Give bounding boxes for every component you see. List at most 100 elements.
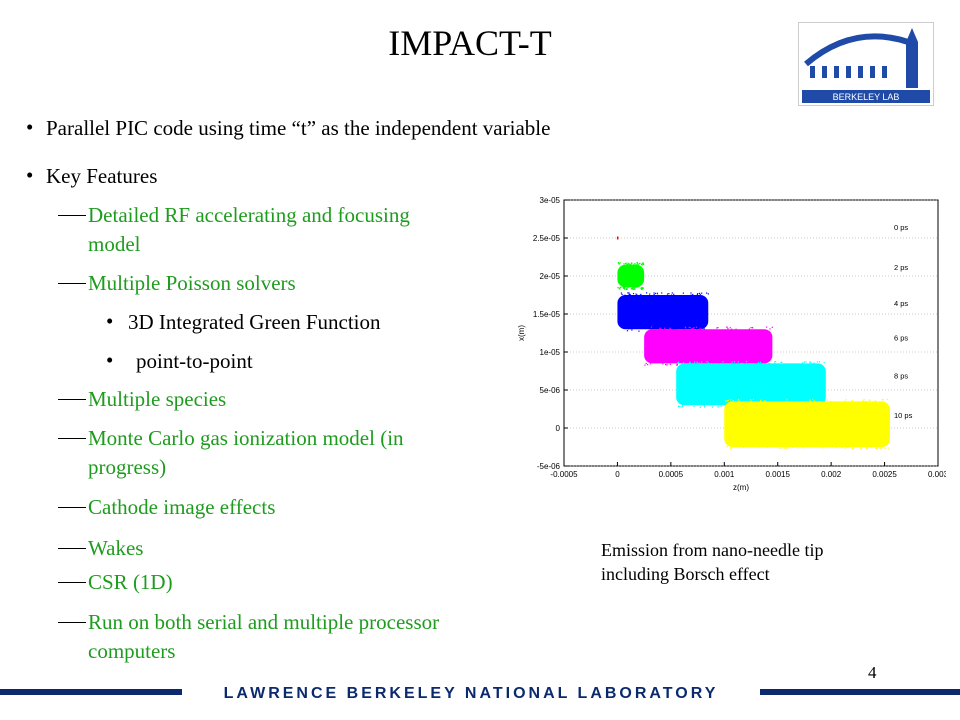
particle-dot: [696, 361, 698, 363]
particle-dot: [618, 263, 620, 265]
particle-dot: [641, 288, 644, 290]
particle-dot: [631, 287, 633, 289]
particle-dot: [669, 327, 671, 329]
series-label: 2 ps: [894, 263, 908, 272]
particle-dot: [693, 327, 695, 329]
particle-dot: [623, 287, 625, 289]
particle-dot: [635, 286, 638, 288]
feature-item: CSR (1D): [88, 570, 173, 594]
particle-dot: [627, 286, 629, 288]
particle-dot: [766, 446, 768, 449]
particle-dot: [803, 361, 805, 363]
particle-dot: [817, 446, 819, 448]
particle-dot: [720, 405, 722, 407]
particle-dot: [844, 447, 846, 449]
particle-dot: [681, 405, 684, 407]
particle-dot: [727, 328, 729, 330]
particle-dot: [731, 447, 733, 449]
particle-dot: [630, 288, 632, 290]
particle-dot: [738, 399, 740, 401]
particle-dot: [775, 361, 777, 363]
particle-bunch: [724, 401, 890, 447]
particle-dot: [860, 448, 862, 450]
x-tick-label: 0.001: [714, 470, 735, 479]
particle-dot: [666, 293, 669, 295]
particle-dot: [809, 401, 812, 403]
particle-dot: [755, 362, 757, 364]
particle-dot: [690, 292, 692, 294]
particle-dot: [632, 288, 634, 290]
y-tick-label: 5e-06: [540, 386, 561, 395]
dash-icon: [58, 215, 86, 217]
particle-dot: [635, 264, 637, 266]
feature-item: Monte Carlo gas ionization model (in: [88, 426, 404, 450]
particle-dot: [748, 328, 750, 330]
particle-dot: [703, 328, 705, 330]
dash-icon: [58, 507, 86, 509]
bullet-dot-icon: •: [106, 348, 114, 372]
particle-dot: [692, 293, 694, 296]
particle-dot: [642, 262, 644, 264]
particle-dot: [650, 326, 653, 328]
particle-dot: [751, 327, 754, 329]
particle-dot: [670, 294, 673, 296]
x-tick-label: 0.0015: [765, 470, 790, 479]
particle-dot: [835, 445, 837, 448]
particle-dot: [711, 406, 714, 408]
particle-dot: [879, 448, 881, 450]
particle-dot: [802, 362, 804, 364]
particle-dot: [649, 293, 651, 295]
particle-dot: [813, 362, 815, 364]
particle-dot: [881, 398, 884, 401]
particle-dot: [636, 262, 639, 264]
particle-dot: [844, 400, 846, 402]
particle-dot: [682, 292, 684, 294]
particle-dot: [875, 447, 877, 449]
particle-dot: [764, 400, 766, 402]
particle-dot: [688, 326, 690, 328]
particle-dot: [818, 361, 821, 363]
particle-dot: [700, 361, 703, 363]
particle-dot: [629, 294, 631, 296]
particle-dot: [785, 447, 788, 449]
bullet-dot-icon: •: [26, 115, 34, 139]
feature-item: Wakes: [88, 536, 144, 560]
particle-dot: [695, 326, 698, 328]
particle-dot: [737, 361, 740, 363]
particle-dot: [689, 362, 691, 364]
footer-label-bg: [182, 681, 760, 703]
particle-dot: [637, 263, 639, 265]
particle-dot: [626, 288, 628, 290]
particle-dot: [624, 294, 626, 296]
particle-dot: [846, 446, 848, 449]
x-axis-label: z(m): [733, 483, 749, 492]
slide-title: IMPACT-T: [388, 23, 552, 63]
particle-dot: [636, 294, 638, 296]
particle-dot: [699, 406, 701, 408]
particle-dot: [625, 262, 627, 265]
particle-dot: [641, 287, 643, 289]
particle-dot: [690, 294, 692, 296]
x-tick-label: -0.0005: [550, 470, 578, 479]
particle-dot: [621, 293, 623, 296]
series-label: 6 ps: [894, 333, 908, 342]
particle-dot: [676, 364, 678, 366]
y-axis-label: x(m): [517, 325, 526, 341]
particle-dot: [766, 326, 768, 328]
particle-dot: [627, 292, 629, 294]
footer-lab-name: LAWRENCE BERKELEY NATIONAL LABORATORY: [224, 685, 719, 702]
particle-dot: [722, 361, 724, 363]
particle-dot: [813, 400, 815, 402]
particle-dot: [699, 293, 701, 296]
x-tick-label: 0.0025: [872, 470, 897, 479]
particle-dot: [779, 447, 781, 450]
particle-dot: [673, 293, 675, 295]
particle-bunch: [617, 295, 709, 330]
particle-dot: [774, 361, 776, 363]
particle-dot: [864, 400, 867, 402]
particle-dot: [819, 446, 822, 448]
particle-dot: [771, 326, 773, 328]
particle-dot: [628, 262, 630, 265]
particle-dot: [781, 447, 783, 449]
particle-dot: [689, 326, 691, 329]
